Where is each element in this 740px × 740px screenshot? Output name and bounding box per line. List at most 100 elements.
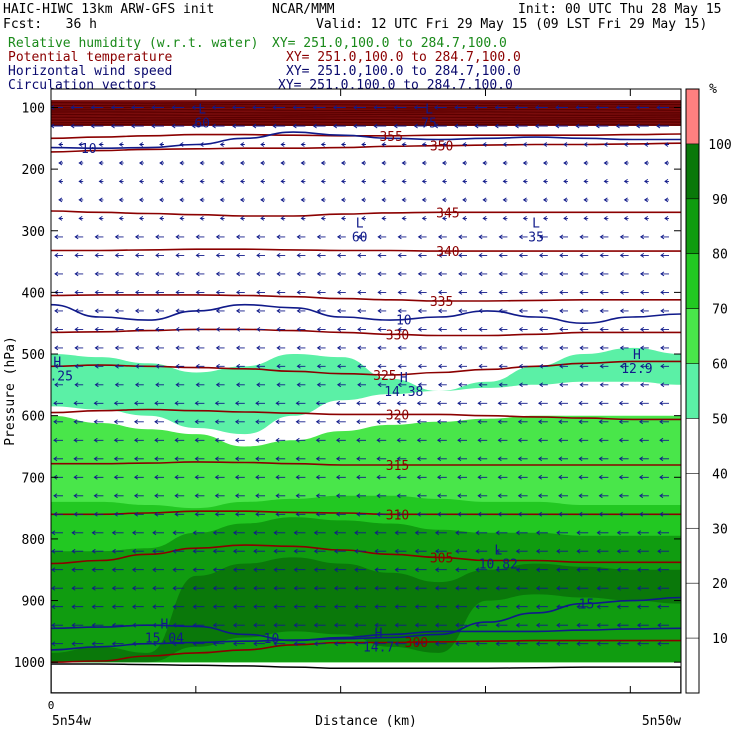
wind-vector — [340, 179, 346, 184]
wind-vector — [441, 216, 447, 221]
wind-vector — [253, 622, 265, 628]
wind-vector — [315, 511, 326, 517]
wind-vector — [514, 105, 528, 110]
wind-vector — [159, 197, 164, 203]
wind-vector — [416, 474, 427, 480]
colorbar-swatch — [686, 89, 699, 144]
wind-vector — [457, 437, 467, 443]
wind-vector — [475, 530, 488, 536]
wind-vector — [417, 327, 427, 332]
wind-vector — [94, 363, 104, 369]
wind-vector — [336, 290, 346, 295]
wind-vector — [416, 456, 427, 462]
wind-vector — [333, 548, 346, 554]
wind-vector — [174, 474, 185, 480]
wind-vector — [416, 419, 427, 425]
extremum-L-value: 10.82 — [479, 557, 518, 572]
y-tick-label: 500 — [22, 348, 45, 363]
wind-vector — [215, 271, 225, 277]
wind-vector — [618, 474, 629, 480]
wind-vector — [576, 604, 589, 610]
wind-vector — [114, 234, 124, 240]
wind-vector — [356, 400, 366, 406]
wind-vector — [215, 234, 225, 240]
wind-vector — [232, 530, 245, 536]
wind-vector — [535, 548, 548, 554]
header-valid: Valid: 12 UTC Fri 29 May 15 (09 LST Fri … — [316, 17, 708, 32]
wind-vector — [497, 437, 508, 443]
wind-vector — [280, 197, 286, 203]
wind-vector — [441, 197, 447, 203]
wind-vector — [118, 179, 124, 184]
wind-vector — [515, 585, 528, 591]
wind-vector — [498, 308, 508, 314]
wind-vector — [477, 474, 488, 480]
wind-vector — [134, 382, 144, 388]
wind-vector — [58, 160, 63, 166]
wind-vector — [152, 641, 164, 647]
wind-vector — [191, 123, 205, 129]
wind-vector — [376, 474, 387, 480]
extremum-L-marker: L — [198, 103, 206, 118]
wind-vector — [292, 123, 306, 129]
wind-vector — [354, 530, 366, 536]
wind-vector — [356, 437, 366, 443]
wind-vector — [215, 308, 225, 314]
wind-vector — [316, 345, 326, 351]
wind-vector — [660, 382, 669, 388]
wind-vector — [133, 437, 144, 443]
wind-vector — [595, 123, 609, 129]
wind-vector — [292, 105, 306, 110]
wind-vector — [381, 216, 387, 221]
wind-vector — [313, 622, 326, 628]
wind-vector — [596, 548, 609, 554]
wind-vector — [559, 345, 568, 351]
wind-vector — [256, 382, 265, 388]
colorbar-frame — [685, 88, 700, 694]
wind-vector — [558, 493, 568, 499]
wind-vector — [336, 363, 346, 369]
wind-vector — [293, 530, 306, 536]
wind-vector — [54, 345, 63, 351]
wind-label-15: 15 — [579, 597, 595, 612]
wind-vector — [114, 327, 124, 332]
wind-vector — [657, 622, 669, 628]
y-tick-label: 1000 — [14, 656, 45, 671]
wind-vector — [111, 567, 124, 573]
colorbar-swatch — [686, 418, 699, 474]
wind-vector — [537, 437, 548, 443]
wind-vector — [194, 456, 205, 462]
wind-vector — [256, 363, 265, 369]
wind-vector — [232, 641, 245, 647]
wind-vector — [94, 271, 104, 277]
wind-vector — [234, 400, 245, 406]
wind-vector — [636, 641, 649, 647]
wind-vector — [417, 308, 427, 314]
wind-vector — [414, 530, 427, 536]
wind-vector — [51, 123, 63, 129]
wind-vector — [615, 123, 629, 129]
wind-vector — [596, 641, 609, 647]
wind-vector — [194, 493, 205, 499]
wind-vector — [414, 567, 427, 573]
wind-vector — [78, 179, 84, 184]
wind-vector — [394, 604, 407, 610]
wind-vector — [394, 567, 407, 573]
wind-vector — [232, 585, 245, 591]
wind-vector — [660, 271, 669, 277]
wind-vector — [93, 456, 104, 462]
colorbar-swatch — [686, 583, 699, 639]
wind-vector — [455, 530, 467, 536]
wind-vector — [475, 585, 488, 591]
wind-vector — [74, 308, 84, 314]
wind-vector — [111, 585, 124, 591]
wind-vector — [618, 400, 629, 406]
wind-vector — [559, 271, 568, 277]
wind-vector — [51, 530, 63, 536]
wind-vector — [477, 511, 488, 517]
wind-vector — [275, 493, 286, 499]
wind-vector — [293, 641, 306, 647]
wind-vector — [462, 160, 467, 166]
wind-vector — [232, 567, 245, 573]
wind-vector — [537, 511, 548, 517]
